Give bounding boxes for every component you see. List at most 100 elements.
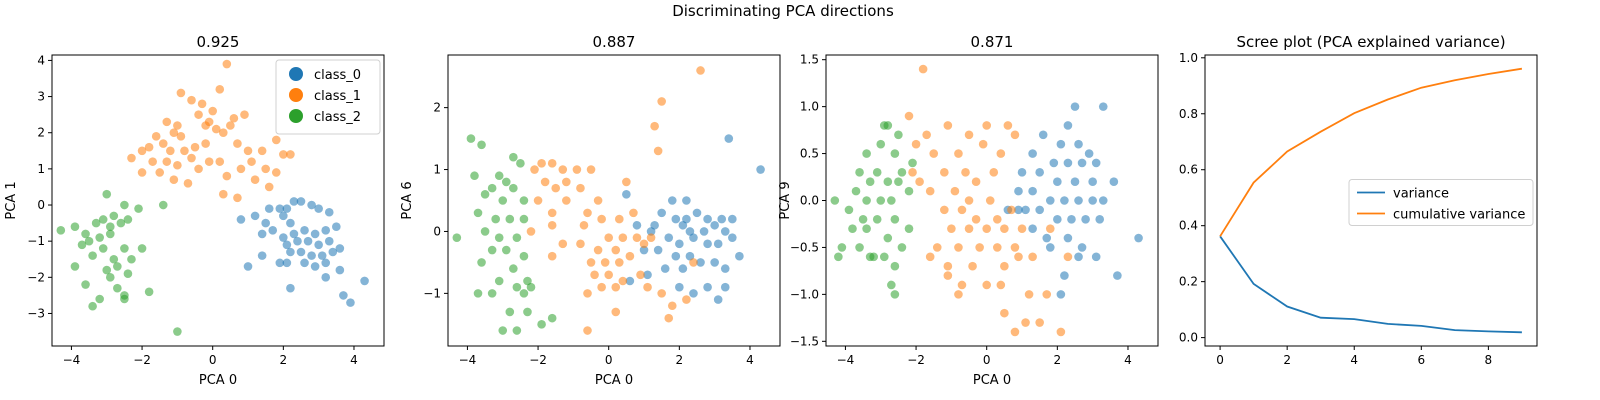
scatter-point-class_1 bbox=[682, 295, 691, 304]
scatter-point-class_2 bbox=[105, 222, 115, 232]
scatter-point-class_1 bbox=[218, 128, 228, 138]
scatter-point-class_0 bbox=[735, 251, 744, 261]
plot-marks bbox=[1219, 67, 1523, 334]
x-tick-label: 2 bbox=[1054, 353, 1062, 367]
scatter-point-class_2 bbox=[487, 289, 497, 298]
scatter-point-class_0 bbox=[236, 215, 246, 224]
scatter-point-class_1 bbox=[155, 168, 165, 177]
scatter-point-class_0 bbox=[692, 208, 702, 218]
scatter-point-class_0 bbox=[1038, 130, 1048, 140]
scatter-point-class_0 bbox=[1063, 158, 1073, 168]
scatter-point-class_0 bbox=[703, 239, 712, 249]
scatter-point-class_2 bbox=[123, 269, 133, 279]
scatter-point-class_1 bbox=[915, 177, 924, 187]
scatter-point-class_0 bbox=[1077, 243, 1087, 252]
x-tick-label: 2 bbox=[1283, 353, 1291, 367]
scatter-point-class_1 bbox=[954, 243, 963, 252]
scatter-point-class_0 bbox=[296, 197, 306, 206]
scatter-point-class_0 bbox=[728, 214, 737, 224]
scatter-point-class_2 bbox=[473, 289, 483, 298]
scatter-point-class_1 bbox=[148, 157, 157, 166]
scatter-point-class_0 bbox=[1045, 196, 1055, 205]
scatter-point-class_1 bbox=[629, 208, 638, 218]
scatter-point-class_1 bbox=[904, 111, 914, 121]
scatter-point-class_2 bbox=[120, 200, 129, 210]
scatter-point-class_0 bbox=[360, 276, 369, 286]
scatter-point-class_0 bbox=[314, 240, 323, 250]
scatter-point-class_0 bbox=[724, 134, 734, 143]
scatter-point-class_0 bbox=[261, 218, 270, 228]
scatter-point-class_0 bbox=[335, 265, 345, 275]
x-tick-label: −2 bbox=[529, 353, 547, 367]
scatter-point-class_0 bbox=[279, 233, 288, 242]
scatter-point-class_0 bbox=[671, 214, 681, 224]
scatter-point-class_0 bbox=[346, 298, 355, 307]
scatter-point-class_2 bbox=[848, 224, 857, 233]
x-tick-label: −2 bbox=[907, 353, 925, 367]
scatter-point-class_2 bbox=[862, 224, 871, 233]
scatter-point-class_0 bbox=[289, 197, 299, 206]
scatter-point-class_1 bbox=[526, 227, 536, 236]
scatter-point-class_1 bbox=[614, 214, 624, 224]
y-tick-label: 0.5 bbox=[800, 147, 819, 161]
scatter-point-class_1 bbox=[151, 132, 161, 141]
scatter-point-class_1 bbox=[211, 124, 221, 134]
scatter-point-class_1 bbox=[975, 243, 984, 252]
scatter-point-class_2 bbox=[98, 215, 108, 224]
scatter-point-class_1 bbox=[218, 189, 228, 199]
scatter-point-class_1 bbox=[1014, 252, 1023, 262]
scatter-point-class_0 bbox=[703, 282, 712, 292]
scatter-point-class_0 bbox=[257, 229, 267, 239]
scatter-point-class_0 bbox=[1088, 177, 1097, 187]
scatter-point-class_0 bbox=[756, 165, 765, 174]
scatter-point-class_1 bbox=[950, 186, 960, 196]
scatter-point-class_1 bbox=[279, 150, 288, 159]
scatter-point-class_1 bbox=[943, 261, 953, 271]
subplot-title: Scree plot (PCA explained variance) bbox=[1236, 33, 1505, 51]
scatter-point-class_1 bbox=[530, 165, 539, 174]
scatter-point-class_2 bbox=[862, 149, 871, 158]
scatter-point-class_0 bbox=[286, 218, 295, 228]
scatter-point-class_1 bbox=[971, 177, 981, 187]
x-tick-label: −4 bbox=[63, 353, 81, 367]
y-tick-label: −1 bbox=[423, 286, 441, 300]
scatter-point-class_0 bbox=[1017, 168, 1027, 177]
scatter-point-class_0 bbox=[1028, 149, 1037, 158]
scatter-point-class_2 bbox=[894, 177, 903, 187]
plot-marks bbox=[452, 66, 765, 335]
scatter-point-class_1 bbox=[1000, 224, 1009, 233]
scatter-point-class_0 bbox=[675, 239, 684, 249]
scatter-point-class_1 bbox=[954, 290, 963, 299]
scatter-point-class_2 bbox=[81, 280, 90, 289]
scatter-point-class_2 bbox=[505, 214, 515, 224]
scatter-point-class_1 bbox=[632, 233, 642, 242]
y-tick-label: 1 bbox=[37, 162, 45, 176]
legend-marker-class_0 bbox=[289, 67, 303, 81]
scatter-point-class_1 bbox=[183, 179, 193, 188]
scatter-point-class_2 bbox=[855, 168, 864, 177]
scatter-point-class_0 bbox=[335, 244, 345, 253]
x-tick-label: 4 bbox=[746, 353, 754, 367]
scatter-point-class_0 bbox=[286, 283, 295, 293]
scatter-point-class_2 bbox=[890, 149, 900, 158]
legend-box bbox=[1348, 179, 1534, 226]
x-tick-label: 2 bbox=[676, 353, 684, 367]
scatter-point-class_0 bbox=[314, 204, 323, 213]
scatter-point-class_1 bbox=[947, 224, 956, 233]
scatter-point-class_0 bbox=[321, 258, 331, 268]
scatter-point-class_1 bbox=[271, 168, 281, 177]
plot-frame bbox=[1204, 54, 1538, 347]
scatter-point-class_0 bbox=[625, 276, 635, 286]
scatter-point-class_2 bbox=[897, 243, 907, 252]
legend-label-variance: variance bbox=[1393, 187, 1449, 202]
scatter-point-class_1 bbox=[611, 307, 621, 317]
scatter-point-class_2 bbox=[869, 252, 878, 262]
scatter-point-class_0 bbox=[720, 227, 730, 236]
scatter-point-class_0 bbox=[1109, 177, 1119, 187]
scatter-point-class_0 bbox=[1074, 139, 1083, 149]
scatter-point-class_2 bbox=[470, 171, 479, 181]
scatter-point-class_2 bbox=[452, 233, 462, 242]
scatter-point-class_2 bbox=[883, 177, 893, 187]
scatter-point-class_1 bbox=[180, 146, 189, 156]
scatter-point-class_2 bbox=[105, 273, 115, 282]
